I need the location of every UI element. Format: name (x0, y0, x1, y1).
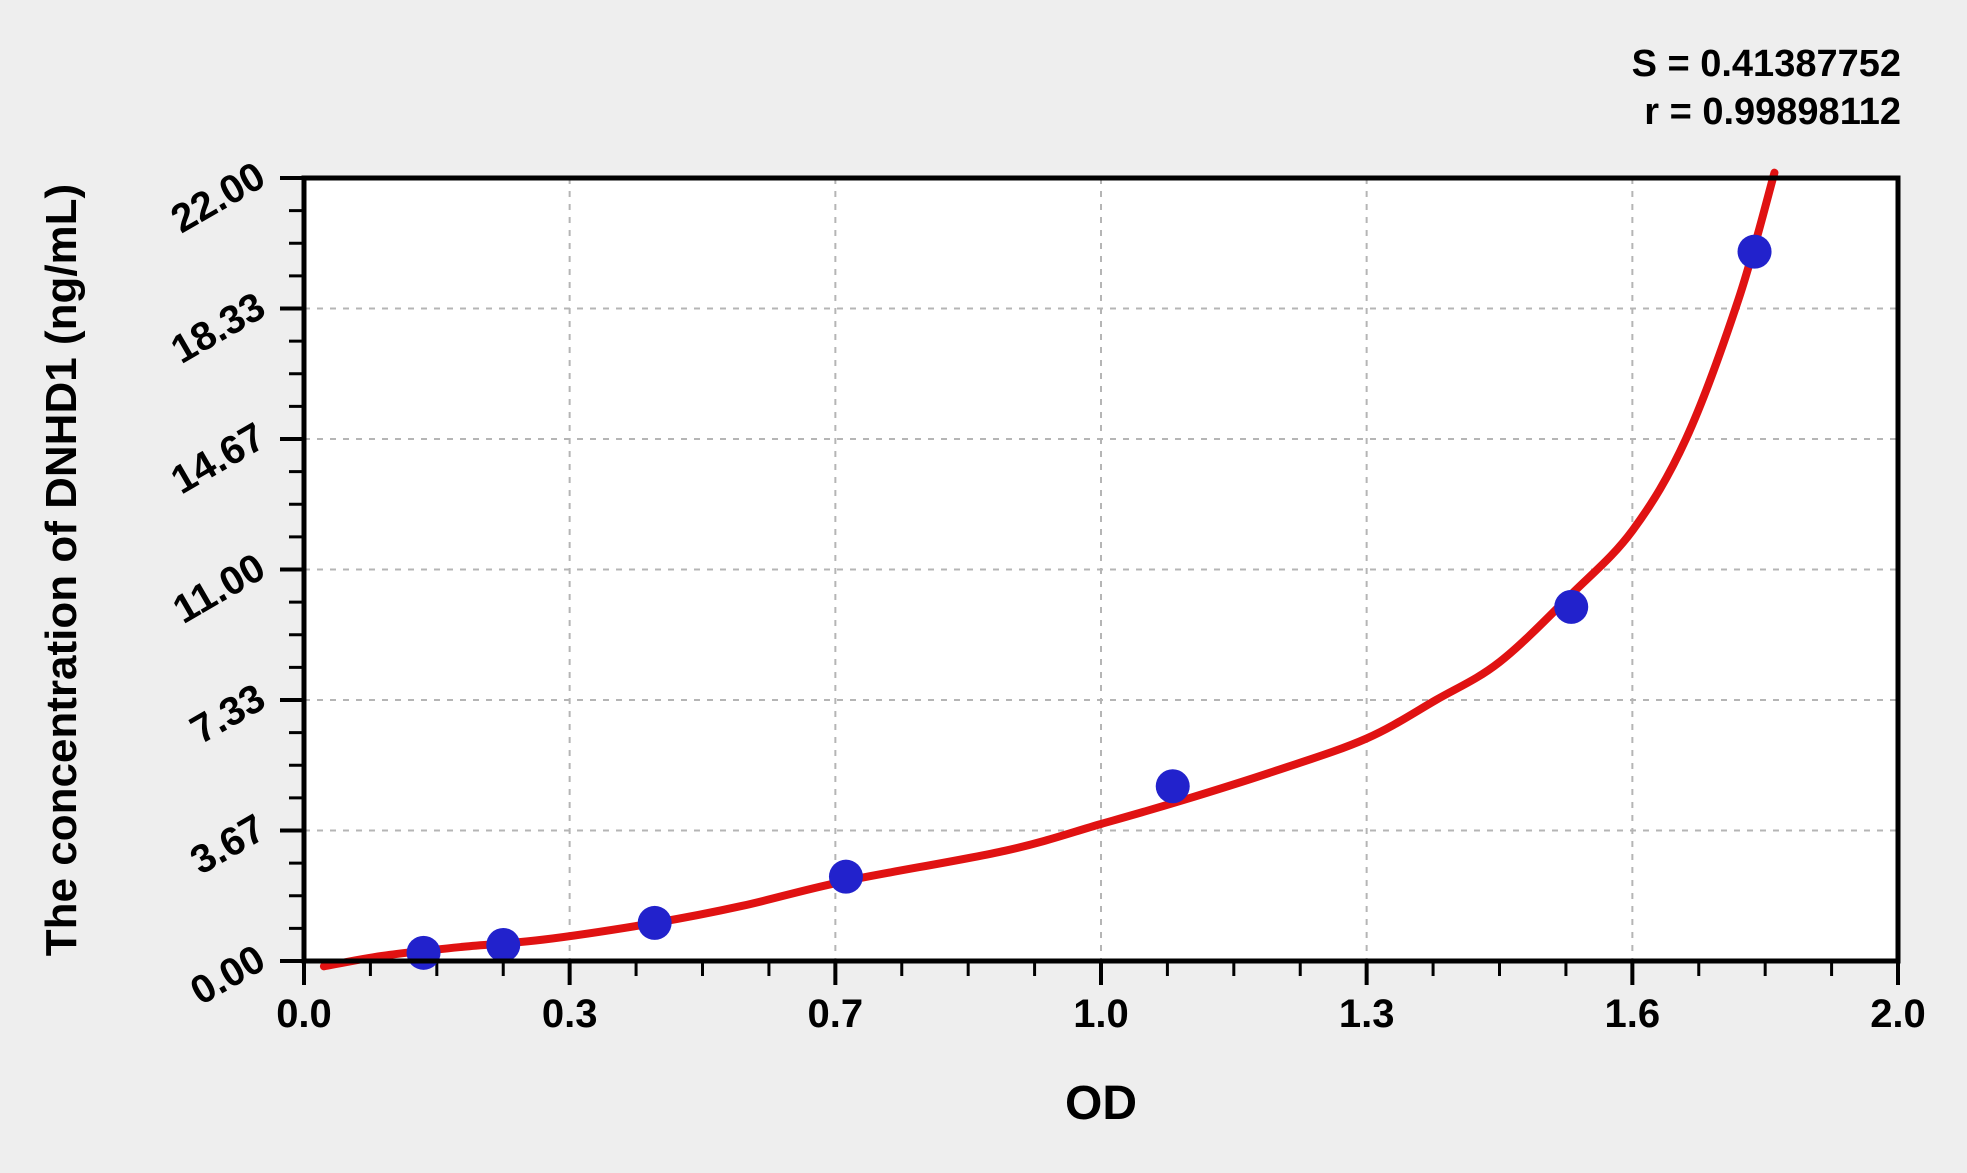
x-tick-label: 1.3 (1339, 992, 1395, 1036)
y-tick-label: 18.33 (164, 284, 273, 372)
data-point (1737, 234, 1772, 269)
x-tick-label: 1.6 (1605, 992, 1661, 1036)
data-point (1155, 769, 1190, 804)
y-tick-label: 3.67 (183, 806, 272, 883)
x-tick-label: 0.3 (542, 992, 598, 1036)
x-tick-label: 0.7 (808, 992, 864, 1036)
plot-frame (301, 175, 1901, 964)
fit-curve (319, 168, 1779, 971)
x-tick-label: 0.0 (276, 992, 332, 1036)
data-point (1554, 589, 1589, 624)
y-tick-label: 14.67 (164, 415, 273, 503)
data-point (486, 927, 521, 962)
y-tick-label: 22.00 (164, 154, 273, 242)
stat-s-value: S = 0.41387752 (1631, 43, 1901, 85)
fit-statistics: S = 0.41387752 r = 0.99898112 (1632, 40, 1901, 136)
stat-r-value: r = 0.99898112 (1644, 91, 1901, 133)
x-axis-title: OD (1065, 1077, 1137, 1130)
y-tick-label: 11.00 (166, 545, 273, 632)
x-tick-label: 1.0 (1073, 992, 1129, 1036)
data-point (828, 859, 863, 894)
x-tick-label: 2.0 (1870, 992, 1926, 1036)
y-tick-label: 7.33 (183, 676, 272, 753)
data-point (637, 905, 672, 940)
y-tick-label: 0.00 (183, 937, 272, 1014)
data-point (406, 935, 441, 970)
